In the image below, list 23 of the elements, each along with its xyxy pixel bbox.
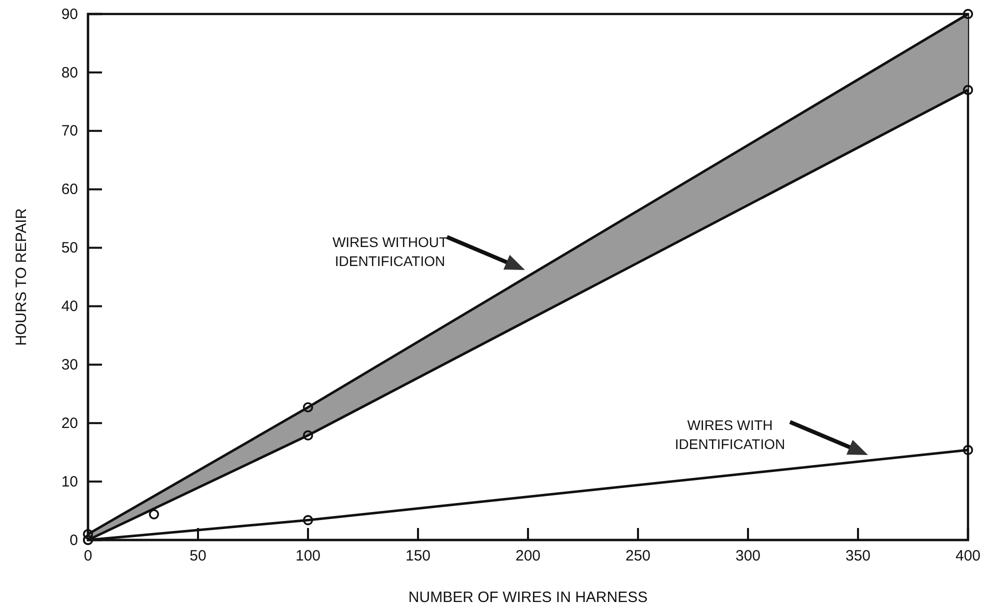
annotation: WIRES WITHOUT IDENTIFICATION [332, 234, 448, 269]
x-tick-label: 100 [295, 548, 321, 565]
y-tick-label: 90 [61, 6, 78, 23]
x-tick-label: 250 [625, 548, 651, 565]
y-tick-label: 10 [61, 473, 78, 490]
x-tick-label: 0 [84, 548, 92, 565]
x-tick-label: 50 [190, 548, 206, 565]
y-tick-label: 20 [61, 414, 78, 432]
x-tick-label: 350 [845, 548, 871, 565]
x-tick-label: 150 [405, 548, 431, 565]
y-tick-label: 0 [70, 532, 78, 549]
y-axis-title: HOURS TO REPAIR [13, 208, 30, 346]
y-tick-label: 30 [61, 356, 78, 374]
x-tick-label: 300 [735, 548, 761, 565]
x-axis-title: NUMBER OF WIRES IN HARNESS [408, 589, 648, 606]
y-tick-label: 60 [61, 181, 78, 198]
annotation: WIRES WITH IDENTIFICATION [674, 417, 786, 452]
x-tick-label: 400 [955, 548, 981, 565]
y-tick-label: 40 [61, 298, 78, 316]
x-tick-label: 200 [515, 548, 541, 565]
y-tick-label: 50 [61, 240, 78, 257]
y-tick-label: 80 [61, 64, 78, 82]
y-tick-label: 70 [61, 122, 78, 140]
